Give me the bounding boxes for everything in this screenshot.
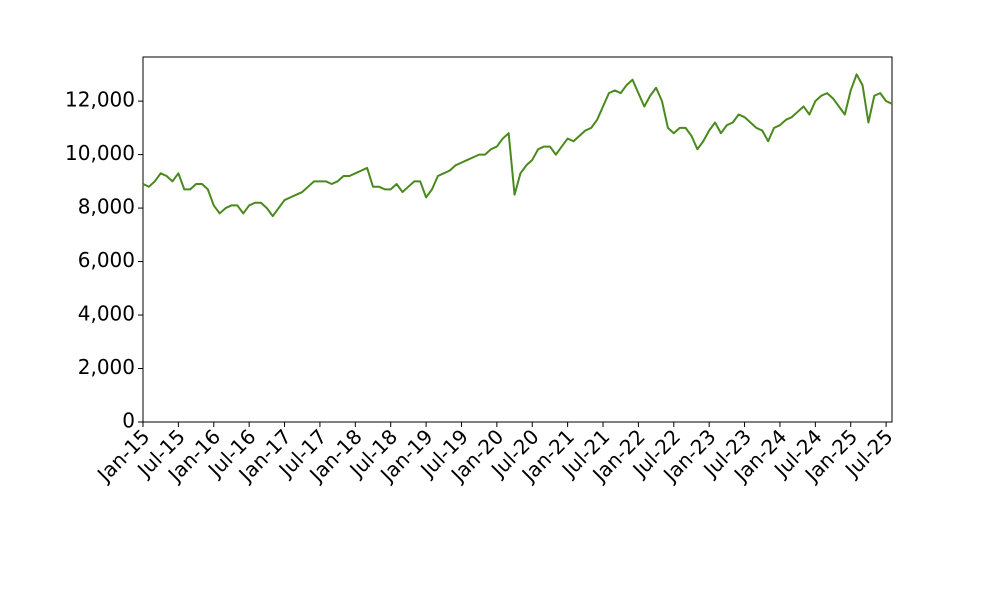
y-tick-label: 10,000 (65, 141, 135, 165)
y-tick-label: 4,000 (78, 302, 135, 326)
y-tick-label: 0 (122, 409, 135, 433)
line-series (142, 73, 893, 218)
y-tick-label: 8,000 (78, 195, 135, 219)
plot-frame (142, 56, 893, 423)
y-tick-label: 6,000 (78, 248, 135, 272)
y-tick-label: 12,000 (65, 88, 135, 112)
y-tick-label: 2,000 (78, 355, 135, 379)
